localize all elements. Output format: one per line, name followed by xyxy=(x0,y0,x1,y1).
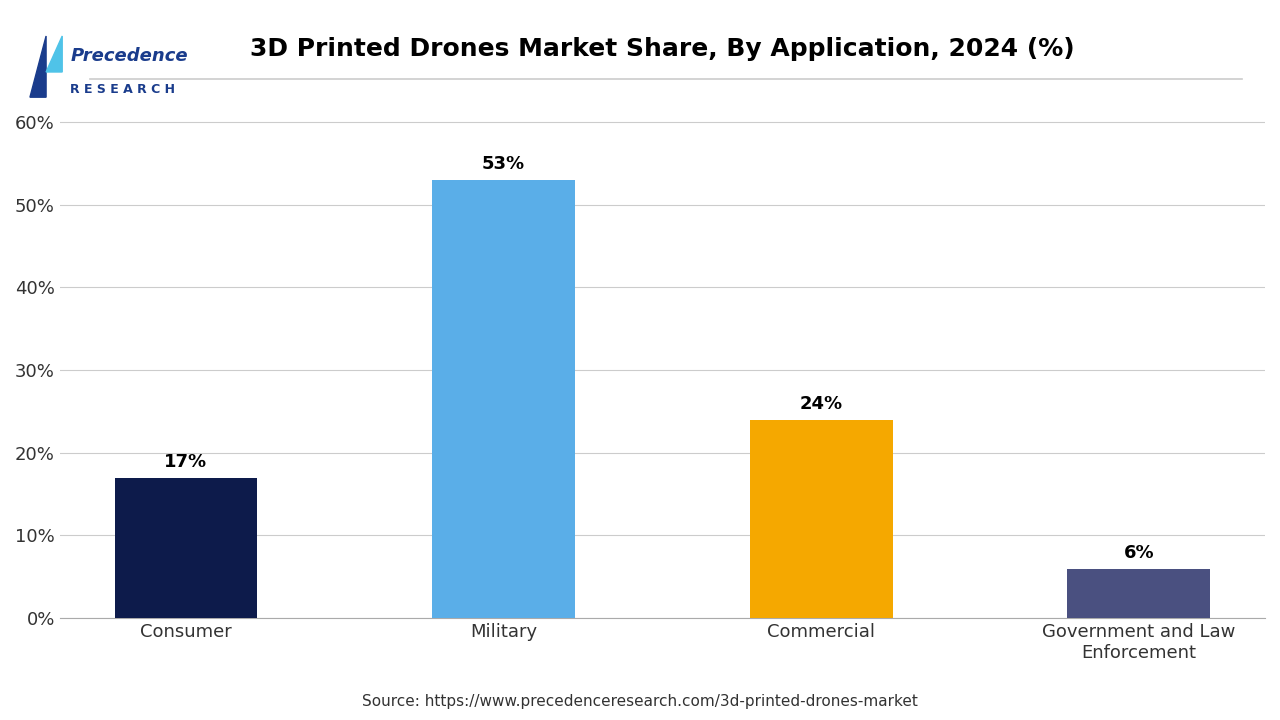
Bar xyxy=(433,180,575,618)
Text: R E S E A R C H: R E S E A R C H xyxy=(70,83,175,96)
Text: 6%: 6% xyxy=(1124,544,1155,562)
Bar xyxy=(1068,569,1210,618)
Bar xyxy=(114,477,257,618)
Polygon shape xyxy=(46,36,63,72)
Bar xyxy=(750,420,892,618)
Text: 53%: 53% xyxy=(483,156,525,174)
Polygon shape xyxy=(29,36,46,97)
Title: 3D Printed Drones Market Share, By Application, 2024 (%): 3D Printed Drones Market Share, By Appli… xyxy=(250,37,1075,60)
Text: Precedence: Precedence xyxy=(70,47,188,65)
Text: 17%: 17% xyxy=(164,453,207,471)
Text: Source: https://www.precedenceresearch.com/3d-printed-drones-market: Source: https://www.precedenceresearch.c… xyxy=(362,693,918,708)
Text: 24%: 24% xyxy=(800,395,842,413)
